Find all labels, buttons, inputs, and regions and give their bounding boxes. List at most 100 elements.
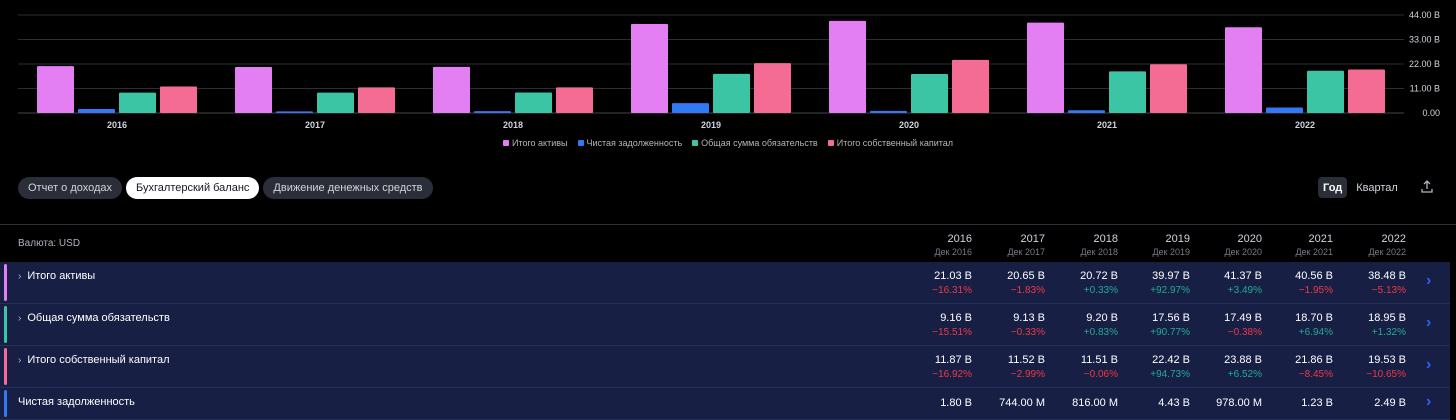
- export-icon[interactable]: [1420, 180, 1434, 194]
- table-cell: 41.37 B +3.49%: [1202, 270, 1262, 296]
- column-period: Дек 2019: [1152, 247, 1190, 257]
- bar-3: [754, 63, 791, 113]
- y-tick-label: 0.00: [1422, 108, 1440, 118]
- cell-change: −5.13%: [1371, 285, 1406, 296]
- cell-change: +90.77%: [1150, 327, 1190, 338]
- balance-bar-chart: 0.00 11.00 B 22.00 B 33.00 B 44.00 B 2016 2017…: [18, 10, 1440, 130]
- table-row[interactable]: › Общая сумма обязательств 9.16 B −15.51% 9.…: [0, 304, 1450, 346]
- table-cell: 11.51 B −0.06%: [1058, 354, 1118, 380]
- cell-change: −0.38%: [1227, 327, 1262, 338]
- cell-value: 9.16 B: [940, 312, 972, 324]
- bar-1: [78, 108, 115, 113]
- bar-1: [1068, 110, 1105, 113]
- chevron-right-icon[interactable]: ›: [1426, 356, 1432, 373]
- cell-value: 20.65 B: [1007, 270, 1045, 282]
- legend-item[interactable]: Итого собственный капитал: [827, 138, 954, 148]
- chevron-right-icon[interactable]: ›: [1426, 272, 1432, 289]
- cell-value: 816.00 M: [1072, 397, 1118, 409]
- legend-swatch: [502, 140, 509, 146]
- chevron-right-icon[interactable]: ›: [1426, 393, 1432, 410]
- cell-change: +0.33%: [1083, 285, 1118, 296]
- cell-value: 38.48 B: [1368, 270, 1406, 282]
- period-toggle: Год Квартал: [1318, 177, 1403, 198]
- column-header: 2022 Дек 2022: [1346, 233, 1406, 257]
- row-label-text: Чистая задолженность: [18, 396, 135, 408]
- chart-legend: Итого активы Чистая задолженность Общая су…: [0, 138, 1456, 148]
- table-cell: 20.65 B −1.83%: [985, 270, 1045, 296]
- period-year-button[interactable]: Год: [1318, 177, 1348, 198]
- table-cell: 1.80 B: [912, 397, 972, 409]
- table-cell: 1.23 B: [1273, 397, 1333, 409]
- bar-1: [474, 111, 511, 113]
- x-tick-label: 2016: [107, 120, 127, 130]
- legend-item[interactable]: Итого активы: [502, 138, 568, 148]
- table-cell: 22.42 B +94.73%: [1130, 354, 1190, 380]
- cell-value: 19.53 B: [1368, 354, 1406, 366]
- cell-change: +92.97%: [1150, 285, 1190, 296]
- legend-item[interactable]: Чистая задолженность: [577, 138, 683, 148]
- column-year: 2019: [1165, 233, 1190, 245]
- chevron-right-icon[interactable]: ›: [18, 354, 22, 366]
- row-label: Чистая задолженность: [18, 396, 135, 408]
- legend-label: Итого собственный капитал: [836, 138, 954, 148]
- cell-change: +0.83%: [1083, 327, 1118, 338]
- tab-income-statement[interactable]: Отчет о доходах: [18, 177, 123, 199]
- table-cell: 9.20 B +0.83%: [1058, 312, 1118, 338]
- chevron-right-icon[interactable]: ›: [1426, 314, 1432, 331]
- period-quarter-button[interactable]: Квартал: [1356, 181, 1398, 194]
- tab-cash-flow[interactable]: Движение денежных средств: [263, 177, 433, 199]
- legend-label: Чистая задолженность: [586, 138, 683, 148]
- column-header: 2019 Дек 2019: [1130, 233, 1190, 257]
- cell-value: 11.87 B: [934, 354, 972, 366]
- table-header: Валюта: USD 2016 Дек 2016 2017 Дек 2017 2018…: [0, 226, 1456, 262]
- table-row[interactable]: › Итого активы 21.03 B −16.31% 20.65 B −1.83%…: [0, 262, 1450, 304]
- column-period: Дек 2021: [1295, 247, 1333, 257]
- bar-0: [433, 66, 470, 113]
- column-period: Дек 2017: [1007, 247, 1045, 257]
- table-cell: 21.86 B −8.45%: [1273, 354, 1333, 380]
- tab-balance-sheet[interactable]: Бухгалтерский баланс: [126, 177, 260, 199]
- cell-change: −16.31%: [932, 285, 972, 296]
- cell-value: 17.56 B: [1152, 312, 1190, 324]
- table-cell: 11.52 B −2.99%: [985, 354, 1045, 380]
- bar-1: [276, 111, 313, 113]
- bar-0: [1225, 27, 1262, 113]
- legend-item[interactable]: Общая сумма обязательств: [692, 138, 818, 148]
- table-row[interactable]: Чистая задолженность 1.80 B 744.00 M 816.00…: [0, 388, 1450, 420]
- cell-value: 23.88 B: [1224, 354, 1262, 366]
- cell-value: 18.70 B: [1295, 312, 1333, 324]
- bar-3: [556, 87, 593, 113]
- column-period: Дек 2016: [934, 247, 972, 257]
- table-cell: 38.48 B −5.13%: [1346, 270, 1406, 296]
- cell-value: 2.49 B: [1374, 397, 1406, 409]
- x-tick-label: 2020: [899, 120, 919, 130]
- x-tick-label: 2019: [701, 120, 721, 130]
- table-cell: 978.00 M: [1202, 397, 1262, 409]
- bar-2: [515, 92, 552, 113]
- table-cell: 39.97 B +92.97%: [1130, 270, 1190, 296]
- section-divider: [0, 224, 1456, 225]
- table-row[interactable]: › Итого собственный капитал 11.87 B −16.92%…: [0, 346, 1450, 388]
- table-cell: 4.43 B: [1130, 397, 1190, 409]
- x-tick-label: 2021: [1097, 120, 1117, 130]
- bar-0: [37, 66, 74, 113]
- y-tick-label: 44.00 B: [1409, 10, 1440, 20]
- x-tick-label: 2017: [305, 120, 325, 130]
- column-year: 2022: [1381, 233, 1406, 245]
- cell-change: +6.94%: [1298, 327, 1333, 338]
- table-cell: 18.70 B +6.94%: [1273, 312, 1333, 338]
- cell-value: 744.00 M: [999, 397, 1045, 409]
- currency-label: Валюта: USD: [18, 238, 81, 249]
- table-cell: 19.53 B −10.65%: [1346, 354, 1406, 380]
- bar-2: [119, 92, 156, 113]
- column-period: Дек 2020: [1224, 247, 1262, 257]
- column-header: 2021 Дек 2021: [1273, 233, 1333, 257]
- chevron-right-icon[interactable]: ›: [18, 270, 22, 282]
- cell-value: 21.86 B: [1295, 354, 1333, 366]
- table-cell: 21.03 B −16.31%: [912, 270, 972, 296]
- bar-3: [160, 86, 197, 113]
- column-header: 2018 Дек 2018: [1058, 233, 1118, 257]
- bar-3: [952, 59, 989, 113]
- cell-value: 9.13 B: [1013, 312, 1045, 324]
- chevron-right-icon[interactable]: ›: [18, 312, 22, 324]
